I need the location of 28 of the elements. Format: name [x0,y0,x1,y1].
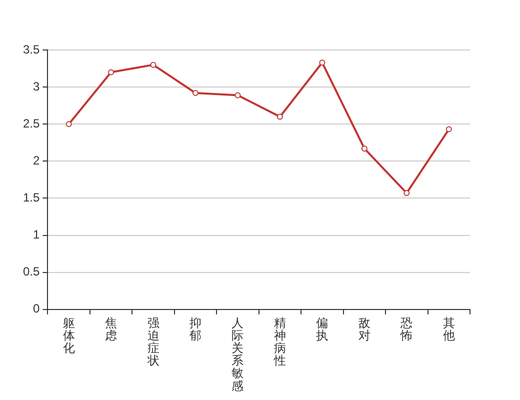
x-tick-label: 焦虑 [105,316,118,342]
point [234,92,241,98]
y-tick-label: 3 [32,79,40,94]
point [361,146,368,152]
x-tick-label: 其他 [442,316,455,342]
y-tick-label: 0.5 [22,264,40,279]
y-tick-label: 1.5 [22,190,40,205]
x-tick-label: 人际关系敏感 [232,316,244,393]
x-tick-label: 恐怖 [400,316,413,342]
point [192,90,198,96]
x-tick-label: 精神病性 [272,316,286,368]
point [108,69,114,76]
x-tick-label: 强迫症状 [146,316,160,368]
point [404,190,410,196]
x-tick-label: 抑郁 [189,316,202,342]
point [319,60,326,66]
y-tick-label: 0 [32,302,40,316]
y-tick-label: 2 [32,153,40,168]
point [276,114,283,120]
y-tick-label: 3.5 [22,42,40,56]
point [66,121,72,128]
x-tick-label: 敌对 [358,316,370,342]
x-tick-label: 偏执 [316,316,328,342]
point [446,126,452,132]
y-tick-label: 2.5 [22,116,40,130]
x-tick-label: 躯体化 [62,316,75,356]
point [150,62,156,68]
y-tick-label: 1 [32,228,40,242]
